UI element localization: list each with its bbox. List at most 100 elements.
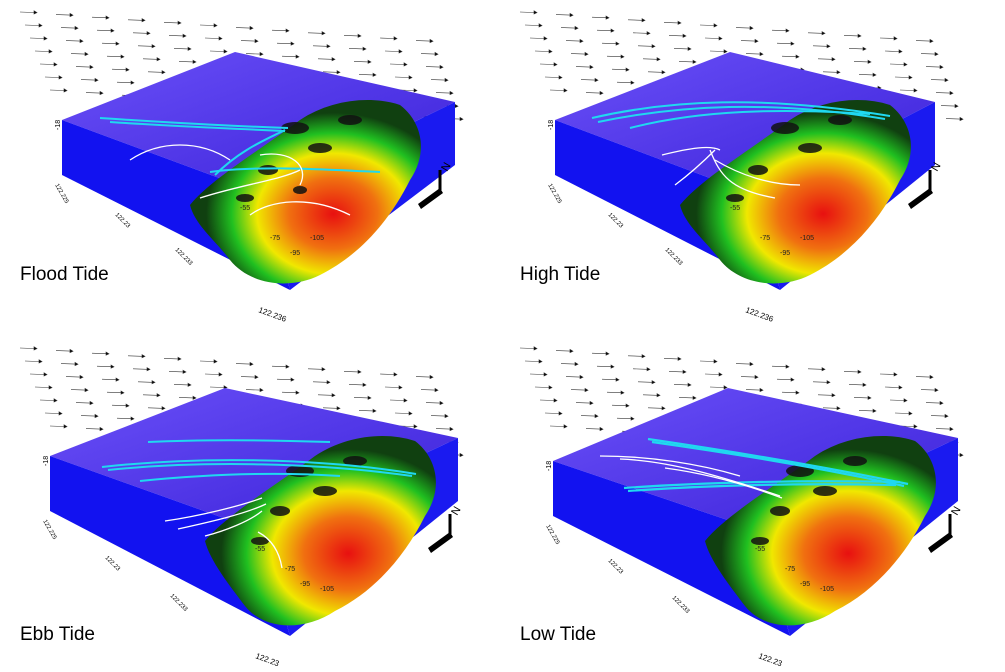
depth-label-2: -95 [780, 250, 790, 257]
flow-vector-head [579, 374, 584, 380]
flow-vector [560, 363, 576, 365]
flow-vector-head [156, 57, 161, 62]
flow-vector-head [692, 59, 697, 64]
flow-vector [539, 399, 555, 401]
flow-vector-head [630, 80, 635, 85]
flow-vector-head [38, 23, 43, 28]
flow-vector-head [893, 372, 898, 377]
flow-vector [843, 371, 859, 373]
flow-vector-head [867, 395, 872, 400]
depth-label-3: -105 [820, 586, 834, 593]
flow-vector [534, 50, 550, 52]
seabed-ridges [751, 456, 867, 545]
flow-vector [735, 27, 751, 29]
flow-vector-head [579, 38, 584, 44]
flow-vector [549, 89, 565, 91]
flow-vector [312, 45, 328, 47]
flow-vector-head [336, 406, 341, 411]
flow-vector-head [413, 424, 418, 429]
north-arrow [428, 514, 453, 553]
axis-tick-1: 122.23 [607, 212, 625, 230]
channel-bathymetry [680, 100, 911, 284]
flow-vector-head [43, 372, 48, 377]
flow-vector-head [553, 398, 558, 403]
flow-vector-head [821, 367, 826, 372]
flow-vector [524, 24, 540, 26]
flow-vector [781, 55, 797, 57]
flow-vector-head [192, 395, 197, 400]
flow-vector [647, 407, 663, 409]
flow-vector-head [182, 33, 187, 38]
flow-vector-head [939, 64, 944, 70]
flow-vector-head [141, 354, 146, 359]
flow-vector-head [259, 51, 264, 57]
track-cyan [623, 437, 909, 493]
flow-vector-head [574, 25, 579, 31]
flow-vector [384, 50, 400, 52]
flow-vector-head [74, 361, 79, 367]
flow-vector [678, 397, 694, 399]
flow-vector [771, 365, 787, 367]
flow-vector-head [408, 411, 413, 416]
flow-vector [529, 37, 545, 39]
flow-vector [353, 397, 369, 399]
flow-vector-head [33, 10, 38, 15]
flow-vector [637, 45, 653, 47]
flow-vector [70, 389, 86, 391]
flow-vector-head [934, 51, 939, 57]
flow-vector-head [285, 28, 290, 33]
flow-vector-head [795, 54, 800, 59]
flow-vector-head [434, 387, 439, 393]
flow-vector-head [295, 54, 300, 59]
flow-vector [858, 74, 874, 76]
flow-vector [168, 35, 184, 37]
flow-vector-head [862, 46, 867, 51]
flow-vector-head [48, 385, 53, 390]
z-axis-label: -18 [548, 120, 555, 130]
flow-vector-head [836, 406, 841, 411]
flow-vector [848, 384, 864, 386]
flow-vector [44, 412, 60, 414]
depth-label-0: -55 [730, 205, 740, 212]
flow-vector [240, 376, 256, 378]
axis-tick-0: 122.225 [544, 524, 560, 546]
flow-vector-head [713, 359, 718, 364]
flow-vector [430, 415, 446, 417]
flow-vector [935, 428, 951, 430]
flow-vector [235, 27, 251, 29]
depth-label-0: -55 [255, 546, 265, 553]
flow-vector-head [372, 408, 377, 413]
flow-vector-head [413, 88, 418, 93]
flow-vector-head [43, 36, 48, 41]
track-white [129, 144, 351, 216]
flow-vector [245, 53, 261, 55]
flow-vector [245, 389, 261, 391]
flow-vector [317, 394, 333, 396]
flow-vector-head [69, 12, 74, 18]
flow-vector-head [615, 377, 620, 382]
flow-vector-head [723, 49, 728, 54]
flow-vector-head [99, 90, 104, 96]
flow-vector [75, 402, 91, 404]
flow-vector-head [213, 23, 218, 28]
flow-vector-head [357, 369, 362, 374]
flow-vector [853, 397, 869, 399]
flow-vector-head [254, 38, 259, 44]
flow-vector [930, 79, 946, 81]
flow-vector [435, 92, 451, 94]
flow-vector [776, 378, 792, 380]
flow-vector-head [254, 374, 259, 380]
flow-vector [430, 79, 446, 81]
flow-vector-head [79, 38, 84, 44]
flow-vector [544, 76, 560, 78]
flow-vector-head [661, 406, 666, 411]
north-arrow [418, 170, 443, 209]
flow-vector [884, 386, 900, 388]
flow-vector [420, 53, 436, 55]
flow-vector [60, 27, 76, 29]
flow-vector-head [759, 51, 764, 57]
water-top-surface [555, 52, 935, 195]
flow-vector [24, 360, 40, 362]
flow-vector-head [449, 426, 454, 432]
flow-vector-head [790, 41, 795, 46]
